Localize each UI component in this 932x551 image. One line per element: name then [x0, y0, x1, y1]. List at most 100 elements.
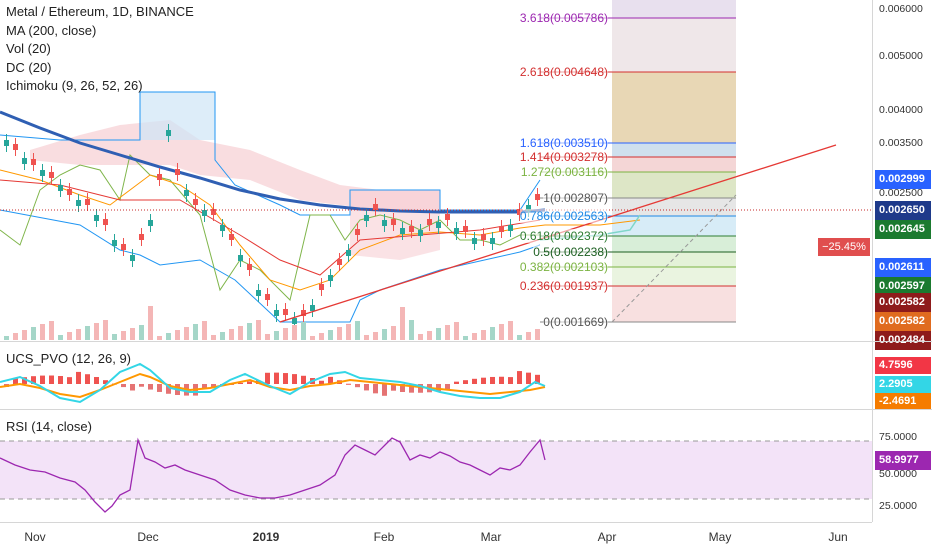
fib-level-label: 1.272(0.003116): [520, 165, 608, 179]
pvo-bar: [517, 371, 522, 384]
candle: [175, 169, 180, 175]
price-badge: 0.002582: [875, 312, 931, 331]
rsi-tick: 50.0000: [879, 468, 917, 480]
pvo-bar: [328, 376, 333, 384]
candle: [31, 159, 36, 165]
pvo-bar: [454, 381, 459, 384]
volume-bar: [265, 334, 270, 340]
fib-zone: [612, 267, 736, 286]
chart-legend: Metal / Ethereum, 1D, BINANCE MA (200, c…: [6, 3, 194, 96]
fib-level-label: 0(0.001669): [543, 315, 608, 329]
ichimoku-conversion: [0, 169, 641, 291]
volume-bar: [256, 320, 261, 340]
price-tick: 0.004000: [879, 104, 923, 116]
volume-bar: [4, 336, 9, 340]
volume-bar: [283, 328, 288, 340]
fib-level-label: 1.618(0.003510): [519, 136, 608, 150]
candles: [4, 124, 540, 330]
pvo-legend[interactable]: UCS_PVO (12, 26, 9): [6, 351, 131, 366]
volume-bar: [328, 330, 333, 340]
volume-bar: [427, 331, 432, 340]
price-tick: 0.005000: [879, 50, 923, 62]
volume-bar: [526, 332, 531, 340]
volume-bar: [202, 321, 207, 340]
candle: [292, 318, 297, 324]
volume-bar: [472, 333, 477, 340]
pvo-bar: [490, 376, 495, 384]
ma-200-line: [0, 110, 546, 214]
pvo-bar: [31, 376, 36, 384]
pvo-chart[interactable]: [0, 342, 872, 408]
candle: [472, 238, 477, 244]
pvo-bar: [139, 384, 144, 387]
volume-bar: [364, 335, 369, 340]
rsi-legend[interactable]: RSI (14, close): [6, 419, 92, 434]
price-axis[interactable]: 0.006000 0.005000 0.004000 0.003500 0.00…: [872, 0, 932, 522]
pvo-bar: [58, 376, 63, 384]
volume-bar: [400, 307, 405, 340]
candle: [166, 130, 171, 136]
volume-bar: [310, 336, 315, 340]
candle: [193, 199, 198, 205]
candle: [373, 204, 378, 210]
price-badge: 0.002999: [875, 170, 931, 189]
indicator-ichimoku[interactable]: Ichimoku (9, 26, 52, 26): [6, 78, 143, 93]
candle: [94, 215, 99, 221]
pvo-bar: [76, 371, 81, 384]
pvo-bar: [472, 378, 477, 384]
rsi-line: [0, 437, 546, 513]
candle: [4, 140, 9, 146]
rsi-axis[interactable]: 75.0000 50.0000 25.0000 58.9977: [872, 410, 932, 522]
price-tick: 0.006000: [879, 3, 923, 15]
pvo-bar: [508, 377, 513, 384]
fib-level-label: 1(0.002807): [543, 191, 608, 205]
candle: [247, 264, 252, 270]
fib-level-label: 0.618(0.002372): [519, 229, 608, 243]
pvo-bar: [283, 373, 288, 384]
price-chart[interactable]: [0, 0, 872, 340]
volume-bar: [490, 327, 495, 340]
candle: [184, 190, 189, 196]
volume-bar: [13, 333, 18, 340]
ichimoku-cloud-bear: [30, 120, 440, 210]
indicator-ma[interactable]: MA (200, close): [6, 22, 97, 38]
time-label: Feb: [373, 530, 395, 544]
candle: [409, 226, 414, 232]
volume-bar: [418, 334, 423, 340]
candle: [508, 225, 513, 231]
time-axis[interactable]: [0, 522, 872, 551]
pvo-axis[interactable]: 4.7596 2.2905 -2.4691: [872, 342, 932, 410]
fib-level-label: 0.786(0.002563): [519, 209, 608, 223]
donchian-fill: [140, 92, 215, 140]
candle: [85, 199, 90, 205]
pvo-bar: [436, 384, 441, 392]
rsi-chart[interactable]: [0, 410, 872, 522]
pvo-bar: [274, 372, 279, 384]
indicator-dc[interactable]: DC (20): [6, 59, 52, 75]
symbol-title[interactable]: Metal / Ethereum, 1D, BINANCE: [6, 4, 194, 19]
time-label: Nov: [24, 530, 46, 544]
volume-bar: [49, 321, 54, 340]
candle: [256, 290, 261, 296]
volume-bar: [166, 333, 171, 340]
pane-separator[interactable]: [0, 409, 932, 410]
indicator-vol[interactable]: Vol (20): [6, 41, 51, 56]
candle: [148, 220, 153, 226]
pane-separator[interactable]: [0, 341, 932, 342]
projection-line[interactable]: [611, 194, 737, 323]
volume-bar: [157, 336, 162, 340]
candle: [139, 234, 144, 240]
volume-bar: [85, 326, 90, 340]
candle: [274, 310, 279, 316]
volume-bar: [508, 321, 513, 340]
pvo-bar: [364, 384, 369, 391]
volume-bar: [193, 324, 198, 340]
volume-bar: [301, 322, 306, 340]
rsi-tick: 75.0000: [879, 431, 917, 443]
pvo-bar: [22, 377, 27, 384]
volume-bar: [148, 306, 153, 340]
fib-level-label: 0.382(0.002103): [519, 260, 608, 274]
volume-bar: [436, 328, 441, 340]
volume-bar: [130, 328, 135, 340]
price-tick: 0.003500: [879, 137, 923, 149]
